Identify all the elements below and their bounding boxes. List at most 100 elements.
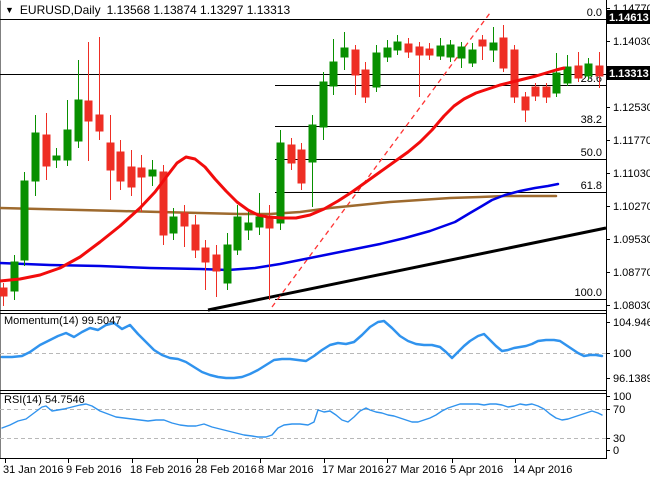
candle-body [308,124,317,163]
candle-body [20,180,29,261]
candle-body [127,166,136,188]
candle-body [52,155,61,161]
candle-body [233,216,242,251]
ma-200-brown-line [0,194,558,216]
candle-body [287,144,296,164]
candle-body [191,224,200,251]
candle-body [276,142,285,224]
candle-body [201,247,210,263]
chart-title: ▼ EURUSD,Daily 1.13568 1.13874 1.13297 1… [5,3,290,17]
symbol-period-label: EURUSD,Daily [19,3,101,17]
candle-body [415,46,424,56]
date-axis-label: 14 Apr 2016 [513,464,572,476]
fib-level-label: 61.8 [581,180,602,192]
candle-body [106,142,115,171]
candle-body [223,244,232,284]
fib-level-label: 0.0 [587,7,602,19]
candle-body [84,100,93,122]
candle-body [468,49,477,64]
candle-body [351,49,360,76]
candle-body [137,167,146,178]
price-axis-label: 1.10270 [613,201,650,213]
candle-body [574,65,583,79]
candle-body [595,65,604,77]
dashed-red-trendline [271,12,491,308]
candle-body [372,52,381,88]
candle-body [10,261,19,292]
candle-body [95,114,104,132]
date-axis-label: 5 Apr 2016 [450,464,503,476]
candle-body [180,212,189,227]
candle-body [42,134,51,167]
rsi-line [1,403,603,438]
fib-level-label: 50.0 [581,147,602,159]
ohlc-values: 1.13568 1.13874 1.13297 1.13313 [106,3,291,17]
candle-body [383,47,392,58]
candle-body [393,41,402,51]
date-axis-label: 8 Mar 2016 [258,464,314,476]
ascending-trendline [207,226,607,312]
date-axis-label: 18 Feb 2016 [130,464,192,476]
candle-body [159,171,168,236]
candle-body [563,66,572,84]
candle-body [329,61,338,87]
date-axis-label: 17 Mar 2016 [322,464,384,476]
ma-20-red-line [0,66,566,283]
candle-body [265,217,274,229]
symbol-dropdown-icon: ▼ [5,4,14,15]
candle-body [0,287,8,297]
price-axis-label: 1.12530 [613,102,650,114]
rsi-axis-label: 0 [613,445,619,457]
price-box-label: 1.14613 [609,12,649,24]
date-axis-label: 28 Feb 2016 [195,464,257,476]
fib-level-label: 38.2 [581,114,602,126]
price-box-label: 1.13313 [609,68,649,80]
momentum-axis-label: 96.1389 [613,373,650,385]
candle-body [457,46,466,59]
candle-body [255,216,264,228]
rsi-axis-label: 100 [613,391,631,403]
momentum-axis-label: 100 [613,348,631,360]
candle-body [244,222,253,231]
price-axis-label: 1.11770 [613,135,650,147]
candle-body [116,151,125,182]
rsi-axis-label: 30 [613,433,625,445]
rsi-axis-label: 70 [613,404,625,416]
candle-body [404,43,413,53]
rsi-indicator-label: RSI(14) 54.7546 [4,394,85,406]
candle-body [436,45,445,57]
candle-body [297,149,306,184]
ma-100-blue-line [0,182,560,272]
candle-body [319,81,328,128]
candle-body [510,49,519,98]
candle-body [531,86,540,97]
price-axis-label: 1.08030 [613,300,650,312]
candle-body [542,86,551,98]
candle-body [478,39,487,47]
candle-body [552,72,561,94]
candle-body [425,48,434,56]
candle-body [361,69,370,98]
fib-level-label: 100.0 [574,287,602,299]
price-box [607,66,650,80]
candle-body [63,129,72,161]
momentum-indicator-label: Momentum(14) 99.5047 [4,315,122,327]
date-axis-label: 31 Jan 2016 [3,464,64,476]
price-box [607,10,650,24]
candle-body [489,42,498,51]
candle-body [169,216,178,234]
candle-body [499,37,508,69]
candle-body [148,169,157,177]
candle-body [584,63,593,77]
date-axis-label: 27 Mar 2016 [385,464,447,476]
price-axis-label: 1.14030 [613,36,650,48]
candle-body [31,132,40,182]
candle-body [340,47,349,58]
candle-body [521,96,530,111]
momentum-line [0,319,604,380]
price-axis-label: 1.11030 [613,168,650,180]
date-axis-label: 9 Feb 2016 [66,464,122,476]
